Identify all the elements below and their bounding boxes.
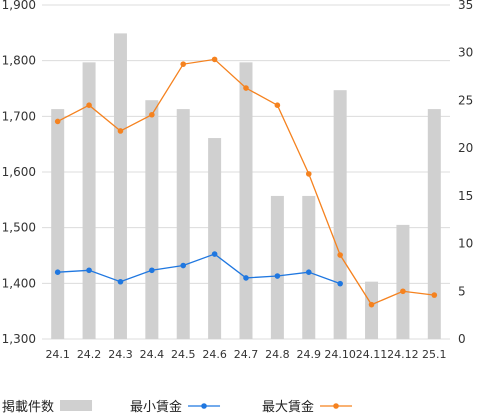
data-point [337,280,343,287]
left-tick-label: 1,600 [2,165,36,179]
legend-swatch-bar [60,400,93,411]
data-point [117,278,124,285]
data-point [274,273,281,279]
right-axis-ticks: 0 5 10 15 20 25 30 35 [458,0,473,346]
bar [365,281,379,339]
bar [113,33,127,339]
data-point [305,171,312,177]
data-point [368,301,375,308]
right-tick-label: 0 [458,332,466,346]
x-tick-label: 24.10 [324,348,356,361]
left-tick-label: 1,400 [2,276,36,290]
data-point [86,102,92,108]
bar [145,100,159,339]
right-tick-label: 30 [458,46,473,60]
legend: 掲載件数 最小賃金 最大賃金 [2,399,353,415]
data-point [274,102,281,108]
x-axis-ticks: 24.1 24.2 24.3 24.4 24.5 24.6 24.7 24.8 24.9 24.1… [45,348,446,361]
x-tick-label: 24.12 [387,348,419,361]
left-tick-label: 1,700 [2,109,36,123]
bar [82,62,96,339]
bar [333,90,347,339]
right-tick-label: 35 [458,0,473,12]
left-tick-label: 1,900 [2,0,36,12]
left-tick-label: 1,300 [2,332,36,346]
right-tick-label: 15 [458,189,473,203]
right-tick-label: 25 [458,93,473,107]
data-point [180,262,187,269]
data-point [243,85,249,91]
data-point [400,288,406,295]
series-line [57,253,341,285]
x-tick-label: 24.6 [202,348,227,361]
data-point [117,128,124,134]
x-tick-label: 25.1 [422,348,447,361]
data-point [180,61,187,67]
data-point [305,269,312,276]
right-tick-label: 20 [458,141,473,155]
x-tick-label: 24.5 [171,348,196,361]
x-tick-label: 24.2 [77,348,102,361]
data-point [54,269,61,276]
data-point [86,267,92,274]
bar-series [51,33,441,339]
legend-swatch-marker [201,403,207,409]
x-tick-label: 24.8 [265,348,290,361]
data-point [149,111,155,118]
data-point [211,56,218,63]
data-point [337,252,343,258]
legend-label: 最大賃金 [262,399,314,415]
bar [302,195,316,339]
left-tick-label: 1,800 [2,54,36,68]
bar [208,138,222,339]
legend-label: 最小賃金 [130,399,182,415]
line-series [54,56,438,308]
legend-label: 掲載件数 [2,399,54,415]
right-tick-label: 10 [458,237,473,251]
right-tick-label: 5 [458,284,466,298]
x-tick-label: 24.3 [108,348,133,361]
data-point [54,118,61,125]
data-point [243,275,249,281]
bar [396,224,410,339]
data-point [211,251,218,257]
x-tick-label: 24.11 [356,348,388,361]
x-tick-label: 24.7 [234,348,259,361]
x-tick-label: 24.1 [45,348,70,361]
bar [51,109,65,339]
bar [176,109,190,339]
x-tick-label: 24.9 [297,348,322,361]
data-point [149,267,155,274]
left-tick-label: 1,500 [2,221,36,235]
bar [239,62,253,339]
legend-swatch-marker [333,403,339,409]
x-tick-label: 24.4 [140,348,165,361]
data-point [431,292,438,298]
left-axis-ticks: 1,300 1,400 1,500 1,600 1,700 1,800 1,900 [2,0,36,346]
bar [270,195,284,339]
bar [427,109,441,339]
